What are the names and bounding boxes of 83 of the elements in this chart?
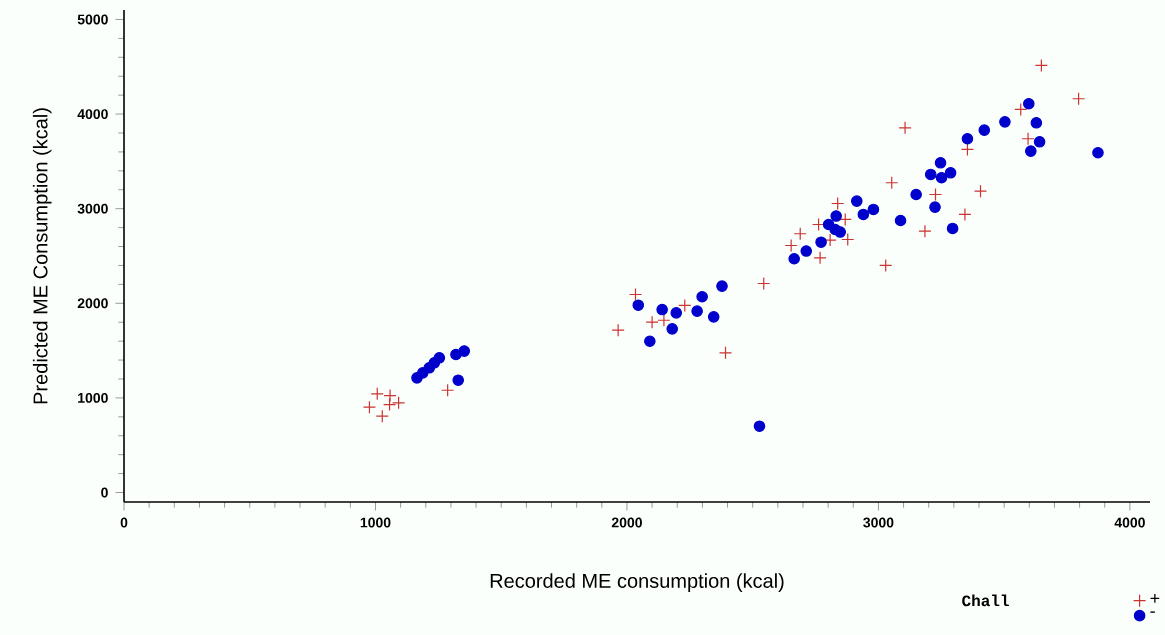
point	[961, 132, 974, 145]
point	[1025, 145, 1037, 157]
point	[946, 222, 959, 235]
point	[851, 195, 863, 207]
point	[362, 400, 377, 414]
point	[718, 346, 733, 360]
point	[924, 168, 937, 181]
y-tick-label: 1000	[78, 392, 108, 403]
point	[973, 184, 988, 198]
y-axis-title: Predicted ME Consumption (kcal)	[32, 108, 52, 404]
point	[666, 323, 679, 335]
point	[898, 121, 912, 135]
point	[1071, 92, 1086, 106]
point	[838, 212, 852, 227]
x-tick-label: 3000	[863, 517, 894, 528]
point	[670, 307, 683, 319]
point	[815, 236, 827, 248]
point	[841, 232, 855, 247]
y-tick-label: 2000	[77, 298, 108, 309]
point	[857, 208, 870, 221]
point	[452, 374, 465, 387]
point	[960, 142, 975, 157]
point	[1030, 116, 1043, 129]
point	[707, 311, 720, 323]
point	[934, 156, 947, 169]
point	[831, 196, 845, 211]
point	[433, 351, 446, 364]
point	[644, 335, 656, 348]
legend-label: -	[1150, 611, 1155, 613]
y-tick-label: 5000	[77, 14, 108, 25]
point	[944, 167, 957, 179]
point	[375, 409, 389, 423]
point	[691, 305, 703, 317]
legend-label: +	[1150, 594, 1160, 603]
point	[753, 420, 766, 432]
point	[657, 313, 671, 327]
point	[678, 298, 692, 313]
point	[784, 238, 798, 253]
point	[1033, 135, 1046, 148]
y-tick-label: 4000	[77, 109, 108, 120]
point	[632, 299, 645, 311]
point	[696, 290, 708, 303]
point	[978, 124, 991, 136]
point	[929, 201, 941, 213]
point	[894, 214, 907, 227]
point	[910, 188, 922, 201]
x-tick-label: 1000	[360, 517, 391, 528]
point	[918, 224, 932, 238]
x-tick-label: 2000	[611, 517, 642, 528]
point	[1034, 58, 1048, 73]
point	[879, 258, 893, 273]
legend-title: Chall	[962, 594, 1009, 607]
point	[829, 223, 841, 236]
point	[958, 207, 972, 222]
point	[793, 227, 807, 241]
point	[656, 303, 668, 316]
point	[935, 171, 948, 184]
point	[458, 345, 471, 357]
point	[1092, 146, 1104, 159]
point	[1023, 97, 1035, 110]
point	[757, 276, 771, 291]
point	[999, 116, 1011, 128]
point	[628, 287, 643, 302]
x-tick-label: 4000	[1114, 517, 1145, 528]
point	[611, 323, 625, 337]
x-tick-label: 0	[120, 517, 128, 528]
point	[867, 203, 880, 216]
point	[716, 280, 728, 292]
point	[645, 315, 659, 329]
y-tick-label: 0	[101, 487, 108, 498]
point	[382, 397, 397, 412]
point	[441, 383, 455, 397]
point	[800, 245, 813, 257]
y-tick-label: 3000	[77, 203, 108, 214]
point	[370, 387, 384, 401]
x-axis-title: Recorded ME consumption (kcal)	[490, 573, 784, 592]
point	[830, 210, 842, 222]
point	[885, 176, 899, 190]
point	[1021, 132, 1035, 146]
point	[928, 187, 943, 202]
point	[1014, 102, 1028, 117]
point	[788, 252, 800, 265]
point	[813, 251, 827, 265]
